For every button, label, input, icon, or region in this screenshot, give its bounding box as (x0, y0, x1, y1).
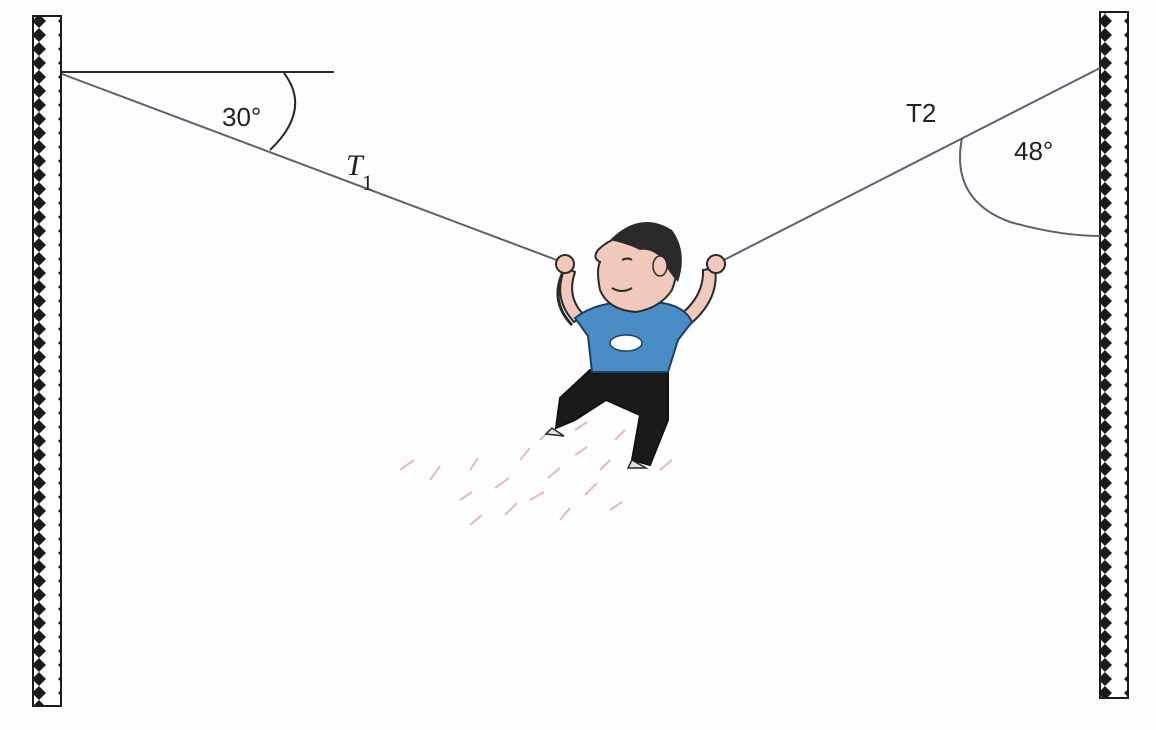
angle-label-left: 30° (222, 102, 261, 132)
tension-label-right: T2 (906, 98, 936, 128)
tension-label-left: T (346, 149, 365, 182)
person-hanging-icon (399, 222, 726, 526)
tension-label-left-subscript: 1 (362, 170, 373, 195)
angle-arc-left (269, 72, 297, 151)
right-pole (1099, 11, 1129, 699)
angle-arc-right (959, 137, 1101, 237)
motion-streaks (399, 421, 673, 526)
angle-label-right: 48° (1014, 136, 1053, 166)
left-pole (32, 15, 62, 707)
rope-left-t1 (61, 73, 563, 263)
rope-right-t2 (719, 67, 1101, 263)
